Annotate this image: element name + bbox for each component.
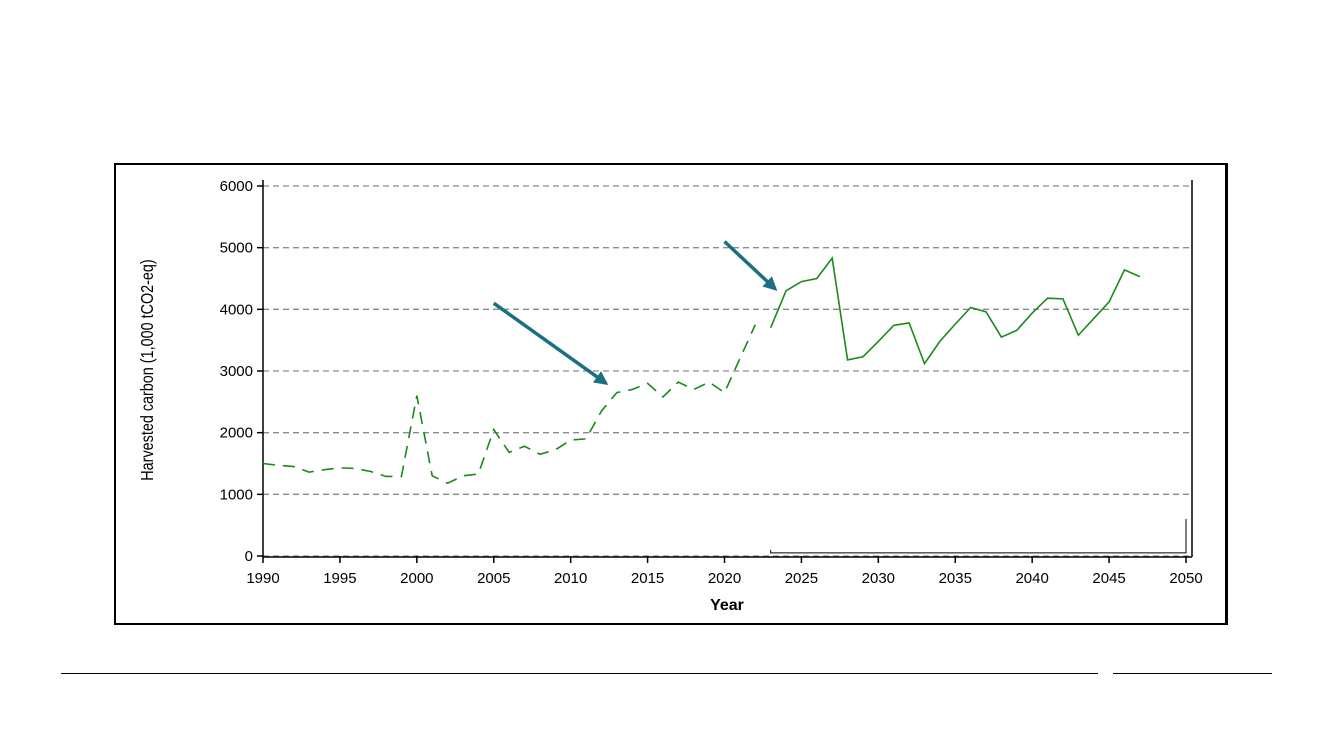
x-tick-label: 2045 xyxy=(1092,570,1125,587)
x-tick-label: 2010 xyxy=(554,570,587,587)
x-tick-label: 2050 xyxy=(1169,570,1202,587)
footer-rule-left xyxy=(61,673,1098,674)
x-tick-label: 2035 xyxy=(939,570,972,587)
series-line-0 xyxy=(262,324,756,485)
x-tick-label: 2005 xyxy=(477,570,510,587)
y-tick-label: 2000 xyxy=(220,425,253,442)
y-axis-label: Harvested carbon (1,000 tCO2-eq) xyxy=(138,259,158,480)
chart-frame xyxy=(114,163,1228,625)
x-tick-label: 1995 xyxy=(323,570,356,587)
x-axis-label: Year xyxy=(710,597,744,614)
y-tick-label: 6000 xyxy=(220,178,253,195)
x-tick-label: 2015 xyxy=(631,570,664,587)
annotation-arrow xyxy=(723,240,778,291)
y-tick-label: 0 xyxy=(245,548,253,565)
x-tick-label: 2020 xyxy=(708,570,741,587)
x-tick-label: 2000 xyxy=(400,570,433,587)
x-tick-label: 2040 xyxy=(1015,570,1048,587)
footer-rule-right xyxy=(1113,673,1272,674)
x-tick-label: 2025 xyxy=(785,570,818,587)
x-tick-label: 2030 xyxy=(862,570,895,587)
y-tick-label: 3000 xyxy=(220,363,253,380)
series-line-1 xyxy=(769,256,1141,366)
y-tick-label: 4000 xyxy=(220,301,253,318)
y-tick-label: 1000 xyxy=(220,486,253,503)
y-tick-label: 5000 xyxy=(220,240,253,257)
x-tick-label: 1990 xyxy=(246,570,279,587)
annotation-arrow xyxy=(492,301,609,385)
series-line-2 xyxy=(770,519,1187,554)
